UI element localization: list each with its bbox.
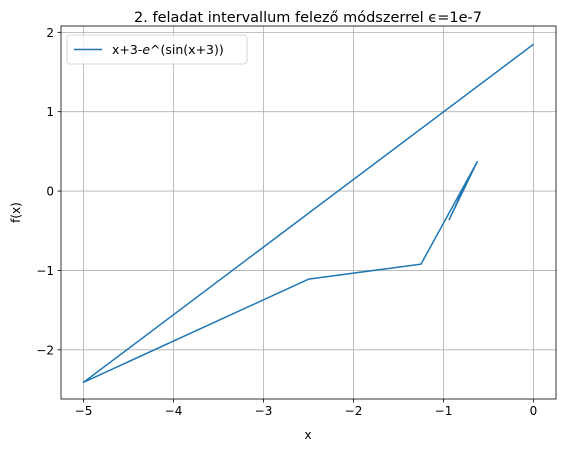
grid-lines xyxy=(61,26,556,399)
legend-label-prefix: x+3- xyxy=(112,42,142,57)
x-tick-label: −4 xyxy=(165,404,183,418)
legend-label-e: e xyxy=(142,42,150,57)
x-axis-label: x xyxy=(304,428,311,442)
y-tick-label: 1 xyxy=(46,105,54,119)
plot-frame xyxy=(60,25,557,400)
x-tick-label: −2 xyxy=(345,404,363,418)
x-tick-label: −5 xyxy=(75,404,93,418)
x-tick-label: 0 xyxy=(530,404,538,418)
axis-ticks: −5 −4 −3 −2 −1 0 −2 −1 0 1 2 xyxy=(36,26,537,418)
y-tick-label: −2 xyxy=(36,343,54,357)
series-layer xyxy=(82,43,534,384)
x-tick-label: −1 xyxy=(435,404,453,418)
legend-label-suffix: ^(sin(x+3)) xyxy=(150,42,224,57)
series-line xyxy=(82,43,534,384)
x-tick-label: −3 xyxy=(255,404,273,418)
y-tick-label: −1 xyxy=(36,264,54,278)
legend-label: x+3-e^(sin(x+3)) xyxy=(112,42,224,57)
y-tick-label: 0 xyxy=(46,185,54,199)
y-tick-label: 2 xyxy=(46,26,54,40)
legend-box xyxy=(66,34,248,65)
legend: x+3-e^(sin(x+3)) xyxy=(66,34,248,65)
y-axis-label: f(x) xyxy=(9,202,23,223)
chart-title: 2. feladat intervallum felező módszerrel… xyxy=(134,10,482,26)
